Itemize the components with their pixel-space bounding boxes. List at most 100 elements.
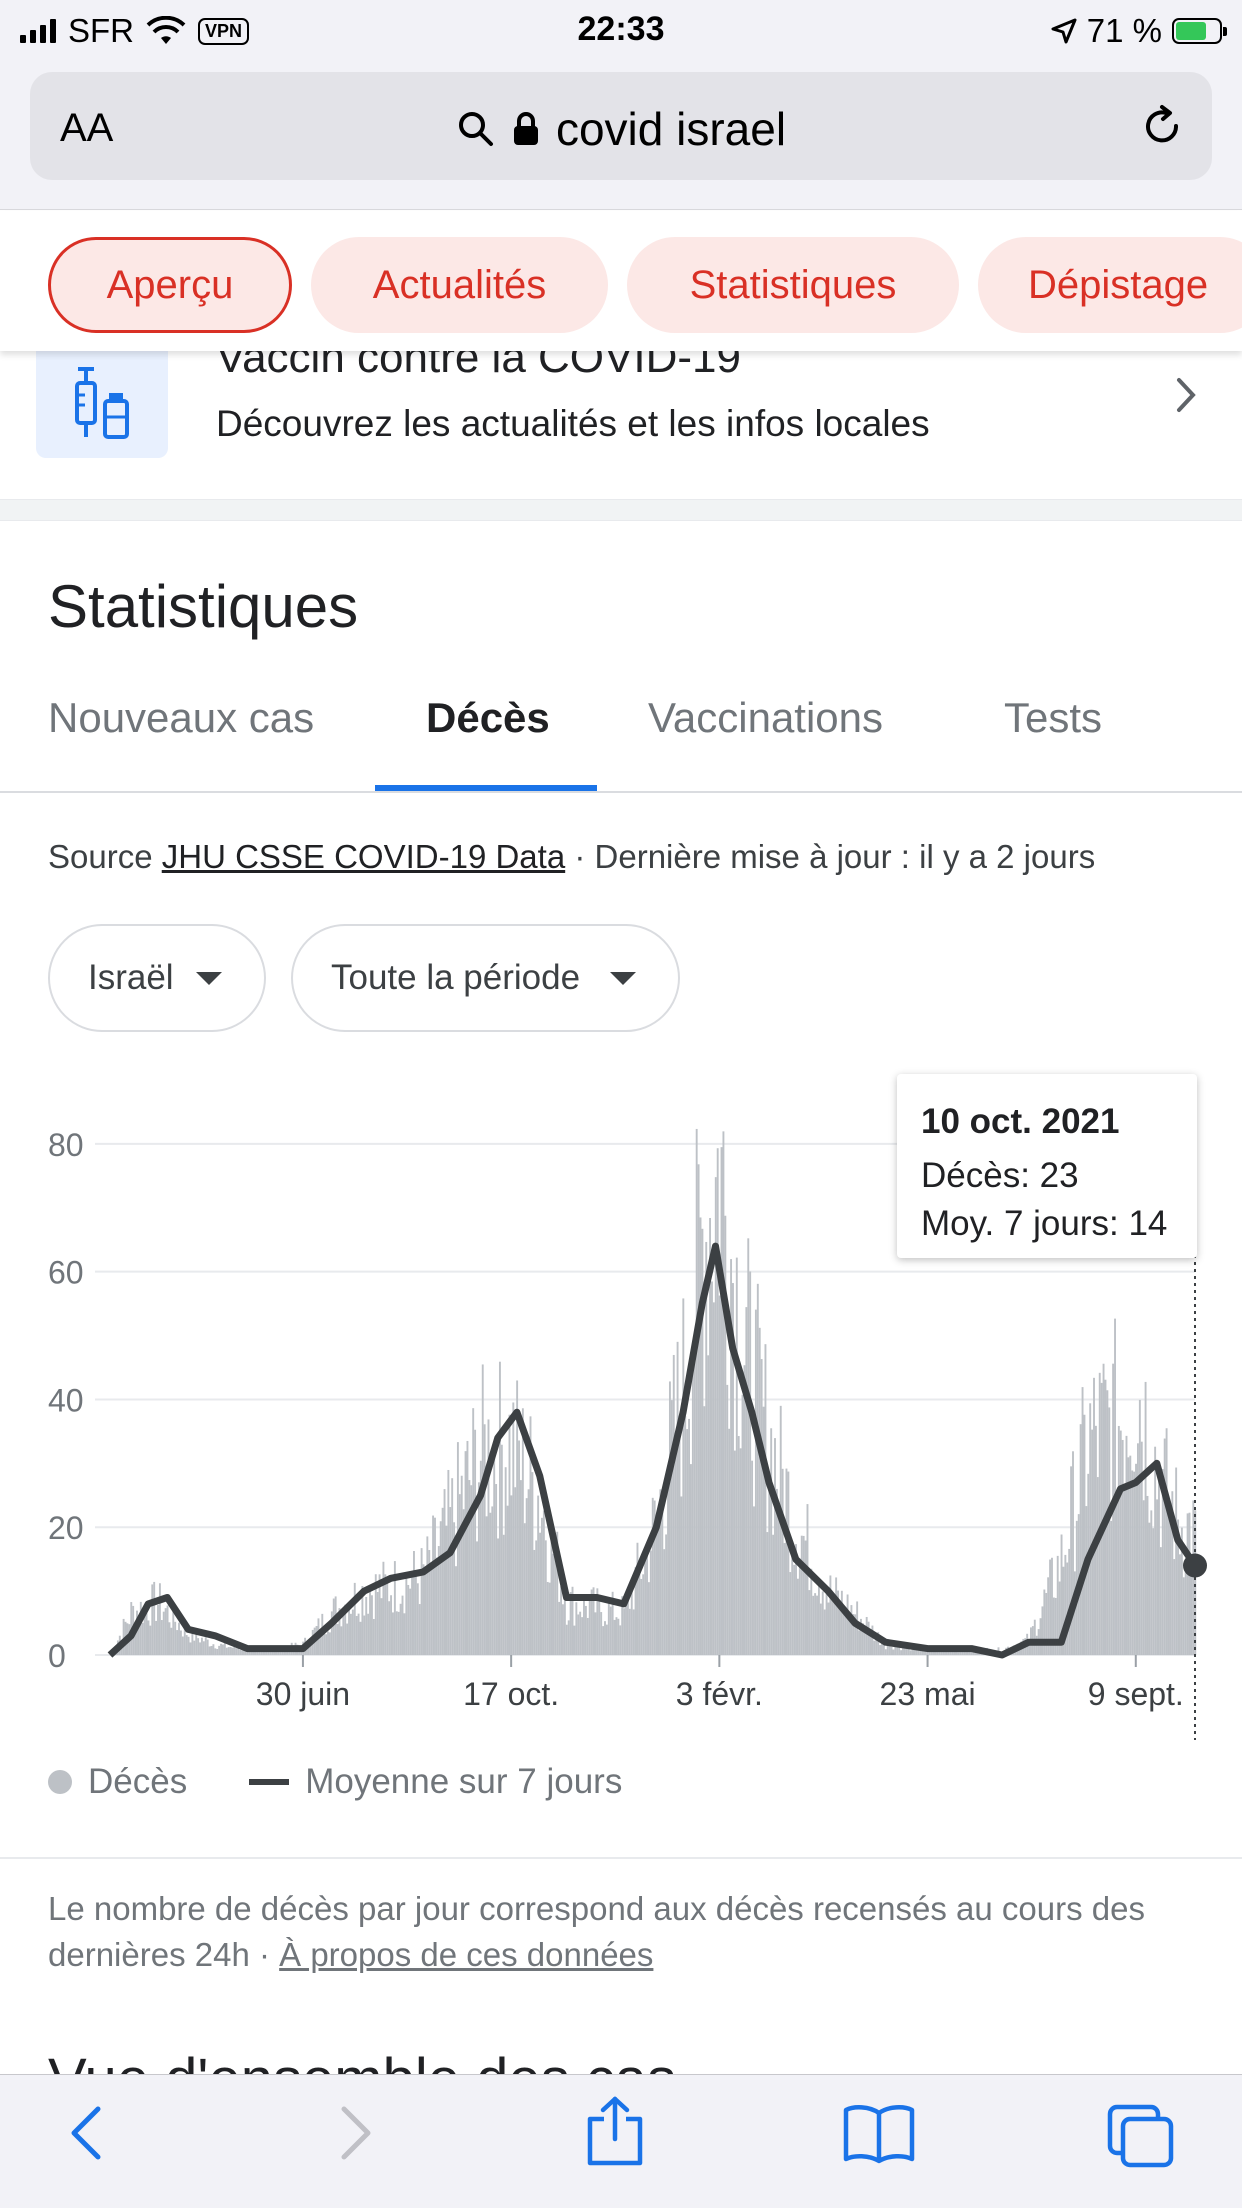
deaths-bar xyxy=(940,1649,943,1655)
status-bar: SFR VPN 22:33 71 % xyxy=(0,0,1242,62)
deaths-bar xyxy=(420,1548,423,1655)
deaths-bar xyxy=(216,1648,219,1655)
deaths-bar xyxy=(134,1628,137,1655)
deaths-bar xyxy=(697,1164,700,1655)
reload-icon[interactable] xyxy=(1138,102,1186,150)
tab-nouveaux-cas[interactable]: Nouveaux cas xyxy=(48,694,315,741)
deaths-bar xyxy=(510,1495,513,1655)
about-data-link[interactable]: À propos de ces données xyxy=(279,1936,654,1973)
status-left: SFR VPN xyxy=(20,12,250,50)
chip-actualites[interactable]: Actualités xyxy=(311,237,608,333)
deaths-bar xyxy=(758,1327,761,1655)
deaths-bar xyxy=(676,1341,679,1655)
vaccine-card[interactable]: Vaccin contre la COVID-19 Découvrez les … xyxy=(0,333,1242,501)
deaths-bar xyxy=(615,1617,618,1655)
deaths-bar xyxy=(846,1594,849,1655)
deaths-bar xyxy=(754,1309,757,1655)
deaths-bar xyxy=(712,1302,715,1655)
deaths-bar xyxy=(621,1596,624,1655)
deaths-bar xyxy=(493,1444,496,1655)
deaths-bar xyxy=(690,1464,692,1655)
deaths-bar xyxy=(953,1649,956,1655)
deaths-bar xyxy=(537,1495,540,1655)
period-dropdown[interactable]: Toute la période xyxy=(291,924,680,1032)
deaths-bar xyxy=(785,1468,788,1655)
deaths-bar xyxy=(1129,1455,1132,1655)
chip-statistiques[interactable]: Statistiques xyxy=(627,237,959,333)
deaths-bar xyxy=(147,1620,150,1655)
deaths-bar xyxy=(749,1271,752,1655)
deaths-bar xyxy=(730,1259,733,1655)
reader-settings-button[interactable]: AA xyxy=(60,106,113,151)
deaths-bar xyxy=(858,1630,861,1655)
deaths-bar xyxy=(552,1553,555,1655)
deaths-bar xyxy=(367,1613,370,1655)
deaths-bar xyxy=(208,1646,211,1655)
deaths-bar xyxy=(1110,1520,1113,1655)
deaths-bar xyxy=(443,1489,446,1655)
region-dropdown[interactable]: Israël xyxy=(48,924,266,1032)
chip-apercu[interactable]: Aperçu xyxy=(48,237,292,333)
deaths-bar xyxy=(416,1583,419,1655)
deaths-bar xyxy=(747,1238,750,1655)
deaths-bar xyxy=(1194,1510,1197,1655)
deaths-bar xyxy=(191,1627,194,1655)
section-separator xyxy=(0,499,1242,521)
tab-vaccinations[interactable]: Vaccinations xyxy=(648,694,884,741)
deaths-bar xyxy=(269,1651,272,1655)
deaths-bar xyxy=(581,1617,584,1655)
deaths-bar xyxy=(584,1605,587,1655)
tabs-icon[interactable] xyxy=(1106,2103,1176,2169)
deaths-bar xyxy=(523,1523,526,1655)
deaths-bar xyxy=(947,1649,950,1655)
deaths-bar xyxy=(409,1588,412,1655)
deaths-bar xyxy=(458,1494,461,1655)
deaths-bar xyxy=(200,1637,203,1655)
deaths-bar xyxy=(235,1648,238,1655)
tab-tests[interactable]: Tests xyxy=(1004,694,1103,741)
deaths-bar xyxy=(701,1228,704,1655)
deaths-bar xyxy=(424,1572,427,1655)
deaths-bar xyxy=(842,1605,845,1655)
tab-deces[interactable]: Décès xyxy=(426,694,550,741)
deaths-bar xyxy=(229,1646,232,1655)
deaths-bar xyxy=(1052,1597,1055,1655)
deaths-bar xyxy=(460,1475,463,1655)
deaths-bar xyxy=(596,1588,599,1655)
deaths-bar xyxy=(741,1394,744,1655)
chips-bar: Aperçu Actualités Statistiques Dépistage xyxy=(0,211,1242,351)
deaths-bar xyxy=(434,1517,436,1655)
deaths-bar xyxy=(680,1496,683,1655)
y-tick-label: 40 xyxy=(48,1382,84,1418)
chart-bars xyxy=(111,1128,1197,1655)
bookmarks-icon[interactable] xyxy=(842,2103,916,2165)
source-link[interactable]: JHU CSSE COVID-19 Data xyxy=(161,838,566,875)
chart-line xyxy=(107,1242,1198,1659)
deaths-bar xyxy=(827,1602,830,1655)
deaths-bar xyxy=(162,1611,165,1655)
deaths-bar xyxy=(724,1215,727,1655)
deaths-bar xyxy=(155,1620,158,1655)
stats-title: Statistiques xyxy=(48,573,359,640)
deaths-bar xyxy=(787,1471,790,1655)
deaths-bar xyxy=(1192,1500,1195,1655)
deaths-bar xyxy=(497,1538,499,1655)
back-icon[interactable] xyxy=(64,2103,108,2163)
y-tick-label: 0 xyxy=(48,1638,66,1674)
deaths-bar xyxy=(781,1468,784,1655)
deaths-bar xyxy=(243,1647,245,1655)
deaths-chart[interactable]: 0 20 40 60 80 30 juin 17 oct. 3 févr. 23 mai 9 s… xyxy=(0,1060,1242,1750)
deaths-bar xyxy=(789,1572,792,1655)
deaths-bar xyxy=(900,1650,903,1655)
chip-depistage[interactable]: Dépistage xyxy=(978,237,1242,333)
share-icon[interactable] xyxy=(584,2095,646,2167)
deaths-bar xyxy=(218,1645,221,1655)
forward-icon[interactable] xyxy=(334,2103,378,2163)
deaths-bar xyxy=(764,1344,767,1655)
deaths-bar xyxy=(911,1644,914,1655)
deaths-bar xyxy=(288,1649,291,1655)
url-field[interactable]: covid israel xyxy=(30,102,1212,156)
deaths-bar xyxy=(500,1444,503,1655)
deaths-bar xyxy=(462,1509,465,1655)
url-bar[interactable]: AA covid israel xyxy=(30,72,1212,180)
